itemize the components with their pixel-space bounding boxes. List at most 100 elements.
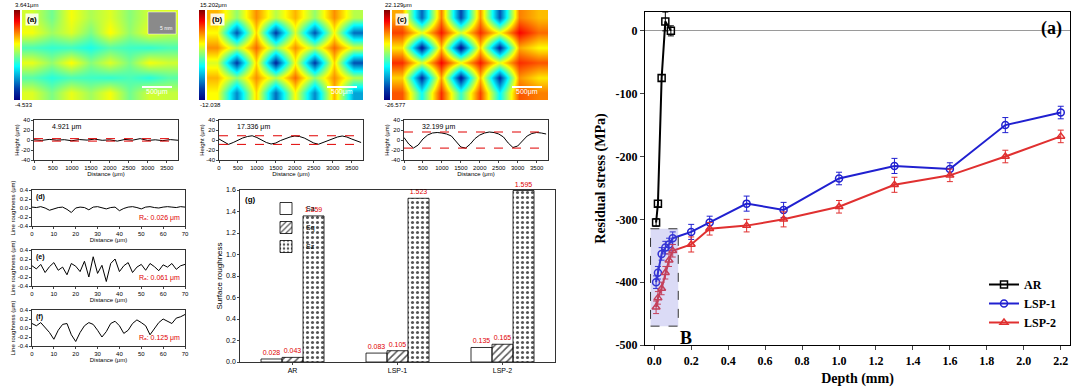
svg-text:LSP-2: LSP-2 xyxy=(493,367,513,374)
svg-text:Rₐ: 0.026 μm: Rₐ: 0.026 μm xyxy=(139,214,180,222)
svg-text:3500: 3500 xyxy=(530,165,544,171)
svg-text:10: 10 xyxy=(51,231,58,237)
svg-text:(a): (a) xyxy=(1041,18,1062,39)
svg-text:0.083: 0.083 xyxy=(368,343,386,350)
svg-text:0.4: 0.4 xyxy=(721,354,736,368)
svg-text:60: 60 xyxy=(160,231,167,237)
svg-text:LSP-1: LSP-1 xyxy=(1024,297,1056,311)
svg-text:3500: 3500 xyxy=(345,165,359,171)
svg-text:AR: AR xyxy=(1024,278,1042,292)
svg-text:Rₐ: 0.125 μm: Rₐ: 0.125 μm xyxy=(139,334,180,342)
svg-text:32.199 μm: 32.199 μm xyxy=(422,123,455,131)
svg-text:40: 40 xyxy=(393,117,400,123)
svg-text:-40: -40 xyxy=(21,157,30,163)
svg-text:3.641μm: 3.641μm xyxy=(15,2,38,8)
svg-text:0.0: 0.0 xyxy=(20,265,29,271)
svg-text:0.6: 0.6 xyxy=(758,354,773,368)
svg-text:10: 10 xyxy=(51,291,58,297)
svg-text:30: 30 xyxy=(94,231,101,237)
svg-text:-300: -300 xyxy=(615,213,637,227)
svg-text:-40: -40 xyxy=(206,157,215,163)
svg-text:5 mm: 5 mm xyxy=(160,25,173,31)
svg-text:B: B xyxy=(680,328,692,348)
svg-text:0.0: 0.0 xyxy=(226,358,236,365)
svg-text:0: 0 xyxy=(217,165,221,171)
svg-text:-500: -500 xyxy=(615,338,637,352)
svg-text:0: 0 xyxy=(27,137,31,143)
svg-text:10: 10 xyxy=(51,351,58,357)
svg-text:70: 70 xyxy=(182,291,189,297)
svg-text:0.165: 0.165 xyxy=(494,334,512,341)
svg-text:Line roughness (μm): Line roughness (μm) xyxy=(10,240,16,295)
svg-text:Depth (mm): Depth (mm) xyxy=(821,371,894,387)
svg-text:30: 30 xyxy=(94,291,101,297)
svg-text:(c): (c) xyxy=(397,15,407,24)
svg-text:-20: -20 xyxy=(391,147,400,153)
svg-text:2500: 2500 xyxy=(122,165,136,171)
svg-text:Distance (μm): Distance (μm) xyxy=(272,171,309,177)
svg-text:(e): (e) xyxy=(36,253,45,261)
svg-text:3000: 3000 xyxy=(511,165,525,171)
svg-text:0.043: 0.043 xyxy=(284,347,302,354)
svg-text:0.0: 0.0 xyxy=(647,354,662,368)
svg-text:1500: 1500 xyxy=(84,165,98,171)
svg-text:0.6: 0.6 xyxy=(226,294,236,301)
svg-text:500: 500 xyxy=(48,165,59,171)
svg-text:Distance (μm): Distance (μm) xyxy=(90,237,127,243)
svg-text:Height (μm): Height (μm) xyxy=(384,124,390,155)
svg-text:50: 50 xyxy=(138,231,145,237)
svg-text:70: 70 xyxy=(182,351,189,357)
svg-text:500μm: 500μm xyxy=(146,88,168,96)
svg-text:-0.2: -0.2 xyxy=(18,214,29,220)
svg-text:Distance (μm): Distance (μm) xyxy=(90,357,127,363)
svg-text:Height (μm): Height (μm) xyxy=(199,124,205,155)
svg-text:3000: 3000 xyxy=(141,165,155,171)
svg-text:-0.2: -0.2 xyxy=(18,274,29,280)
svg-text:0.2: 0.2 xyxy=(226,337,236,344)
svg-text:2000: 2000 xyxy=(473,165,487,171)
svg-text:0.2: 0.2 xyxy=(20,256,29,262)
svg-text:1500: 1500 xyxy=(454,165,468,171)
svg-text:0.135: 0.135 xyxy=(473,337,491,344)
svg-text:20: 20 xyxy=(72,291,79,297)
svg-text:1.0: 1.0 xyxy=(226,251,236,258)
svg-text:0: 0 xyxy=(30,351,34,357)
svg-text:70: 70 xyxy=(182,231,189,237)
svg-text:40: 40 xyxy=(116,231,123,237)
svg-text:60: 60 xyxy=(160,291,167,297)
svg-text:(g): (g) xyxy=(245,195,256,204)
svg-text:1.359: 1.359 xyxy=(305,206,323,213)
svg-text:0: 0 xyxy=(212,137,216,143)
svg-text:0.8: 0.8 xyxy=(226,272,236,279)
svg-text:Distance (μm): Distance (μm) xyxy=(87,171,124,177)
svg-text:500: 500 xyxy=(418,165,429,171)
svg-text:(d): (d) xyxy=(36,193,45,201)
svg-text:Residual stress (MPa): Residual stress (MPa) xyxy=(593,113,609,244)
svg-text:20: 20 xyxy=(72,231,79,237)
svg-text:0.2: 0.2 xyxy=(20,316,29,322)
svg-text:1000: 1000 xyxy=(65,165,79,171)
svg-text:1.2: 1.2 xyxy=(868,354,883,368)
svg-text:2500: 2500 xyxy=(307,165,321,171)
svg-text:0: 0 xyxy=(32,165,36,171)
svg-text:(f): (f) xyxy=(36,313,43,321)
svg-text:17.336 μm: 17.336 μm xyxy=(237,123,270,131)
svg-text:Line roughness (μm): Line roughness (μm) xyxy=(10,180,16,235)
svg-text:(b): (b) xyxy=(212,15,223,24)
svg-text:Distance (μm): Distance (μm) xyxy=(457,171,494,177)
svg-text:40: 40 xyxy=(116,291,123,297)
svg-text:2000: 2000 xyxy=(103,165,117,171)
svg-text:-0.4: -0.4 xyxy=(18,283,29,289)
svg-text:1.6: 1.6 xyxy=(942,354,957,368)
svg-text:-20: -20 xyxy=(206,147,215,153)
svg-text:0.0: 0.0 xyxy=(20,205,29,211)
svg-text:-26.577: -26.577 xyxy=(385,102,406,108)
svg-text:1.4: 1.4 xyxy=(905,354,920,368)
svg-text:-0.2: -0.2 xyxy=(18,334,29,340)
svg-text:0.0: 0.0 xyxy=(20,325,29,331)
svg-text:1.523: 1.523 xyxy=(410,188,428,195)
svg-text:0.028: 0.028 xyxy=(263,349,281,356)
svg-text:4.921 μm: 4.921 μm xyxy=(52,123,81,131)
svg-text:50: 50 xyxy=(138,351,145,357)
svg-text:-200: -200 xyxy=(615,150,637,164)
